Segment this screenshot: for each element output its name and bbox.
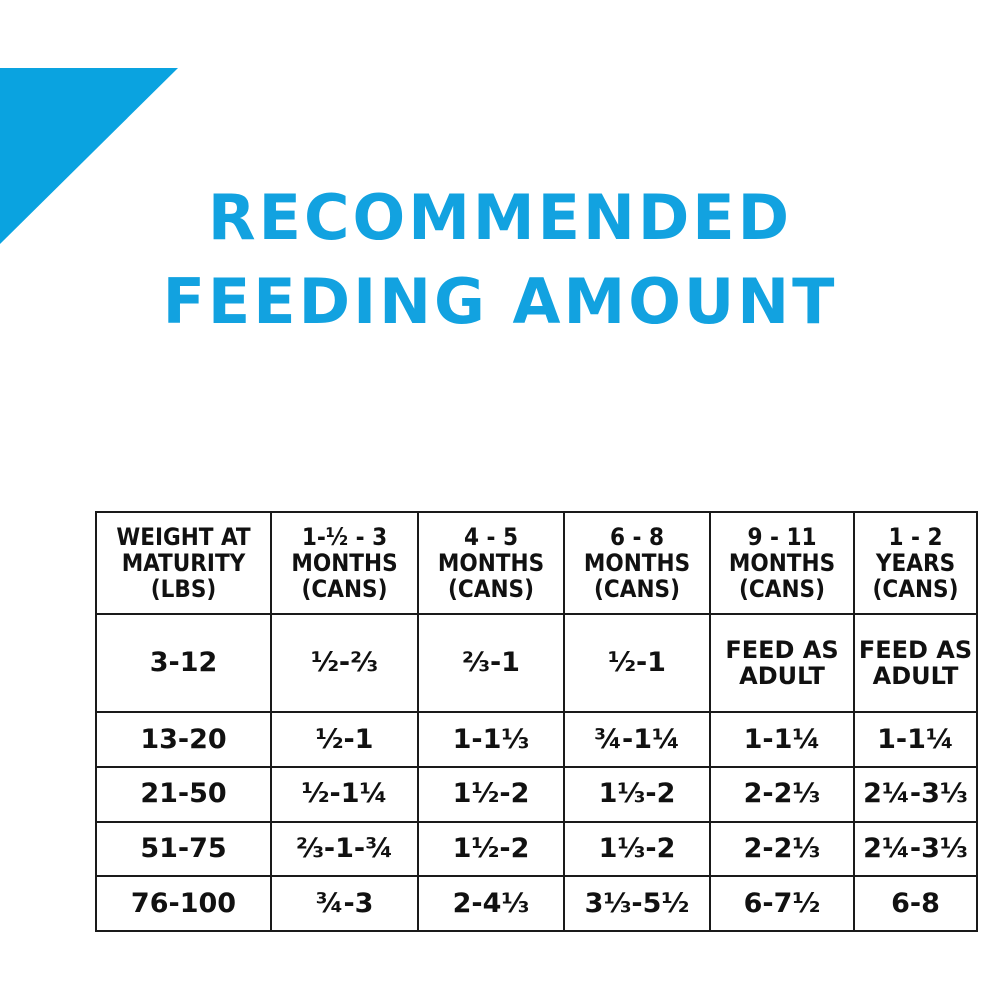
header-weight: WEIGHT AT MATURITY (LBS)	[95, 511, 272, 615]
header-line: 9 - 11	[747, 523, 817, 551]
amount-cell: ⅔-1-¾	[270, 820, 419, 878]
amount-cell: 2-4⅓	[417, 875, 565, 932]
header-line: YEARS	[875, 549, 956, 577]
amount-cell: ½-1¼	[270, 766, 419, 823]
header-line: (CANS)	[448, 575, 534, 603]
weight-cell: 3-12	[95, 612, 272, 714]
table-row: 13-20 ½-1 1-1⅓ ¾-1¼ 1-1¼ 1-1¼	[95, 711, 978, 769]
header-line: (LBS)	[150, 575, 217, 603]
amount-cell: 1½-2	[417, 766, 565, 823]
amount-cell: FEED AS ADULT	[853, 612, 978, 714]
header-age-2: 4 - 5 MONTHS (CANS)	[417, 511, 565, 615]
amount-cell: ½-1	[270, 711, 419, 769]
amount-cell: ⅔-1	[417, 612, 565, 714]
feeding-table: WEIGHT AT MATURITY (LBS) 1-½ - 3 MONTHS …	[95, 511, 978, 932]
header-age-3: 6 - 8 MONTHS (CANS)	[563, 511, 711, 615]
header-age-4: 9 - 11 MONTHS (CANS)	[709, 511, 855, 615]
weight-cell: 21-50	[95, 766, 272, 823]
amount-cell: 1-1¼	[709, 711, 855, 769]
amount-cell: 3⅓-5½	[563, 875, 711, 932]
amount-cell: 1½-2	[417, 820, 565, 878]
table-row: 21-50 ½-1¼ 1½-2 1⅓-2 2-2⅓ 2¼-3⅓	[95, 766, 978, 823]
header-line: WEIGHT AT	[116, 523, 251, 551]
table-row: 51-75 ⅔-1-¾ 1½-2 1⅓-2 2-2⅓ 2¼-3⅓	[95, 820, 978, 878]
header-line: MATURITY	[121, 549, 246, 577]
weight-cell: 13-20	[95, 711, 272, 769]
header-line: (CANS)	[739, 575, 825, 603]
amount-cell: 1-1⅓	[417, 711, 565, 769]
amount-cell: 2¼-3⅓	[853, 820, 978, 878]
weight-cell: 51-75	[95, 820, 272, 878]
table-row: 76-100 ¾-3 2-4⅓ 3⅓-5½ 6-7½ 6-8	[95, 875, 978, 932]
amount-cell: 1⅓-2	[563, 766, 711, 823]
title-line-2: FEEDING AMOUNT	[162, 265, 838, 338]
amount-cell: 1⅓-2	[563, 820, 711, 878]
amount-cell: ¾-3	[270, 875, 419, 932]
corner-accent-triangle	[0, 68, 178, 244]
header-line: MONTHS	[291, 549, 398, 577]
header-line: (CANS)	[594, 575, 680, 603]
amount-cell: 2¼-3⅓	[853, 766, 978, 823]
amount-cell: ¾-1¼	[563, 711, 711, 769]
amount-cell: ½-⅔	[270, 612, 419, 714]
header-line: MONTHS	[437, 549, 545, 577]
header-line: 6 - 8	[609, 523, 665, 551]
header-line: (CANS)	[872, 575, 959, 603]
header-row: WEIGHT AT MATURITY (LBS) 1-½ - 3 MONTHS …	[95, 511, 978, 615]
header-line: MONTHS	[583, 549, 691, 577]
amount-cell: 6-7½	[709, 875, 855, 932]
weight-cell: 76-100	[95, 875, 272, 932]
header-line: 4 - 5	[463, 523, 519, 551]
page-title: RECOMMENDED FEEDING AMOUNT	[0, 176, 1000, 344]
table-row: 3-12 ½-⅔ ⅔-1 ½-1 FEED AS ADULT FEED AS A…	[95, 612, 978, 714]
amount-cell: 6-8	[853, 875, 978, 932]
header-age-5: 1 - 2 YEARS (CANS)	[853, 511, 978, 615]
title-line-1: RECOMMENDED	[207, 181, 793, 254]
amount-cell: FEED AS ADULT	[709, 612, 855, 714]
amount-cell: 2-2⅓	[709, 820, 855, 878]
amount-cell: 2-2⅓	[709, 766, 855, 823]
amount-cell: ½-1	[563, 612, 711, 714]
header-line: (CANS)	[301, 575, 388, 603]
header-line: MONTHS	[728, 549, 836, 577]
header-age-1: 1-½ - 3 MONTHS (CANS)	[270, 511, 419, 615]
header-line: 1-½ - 3	[301, 523, 388, 551]
header-line: 1 - 2	[888, 523, 943, 551]
amount-cell: 1-1¼	[853, 711, 978, 769]
